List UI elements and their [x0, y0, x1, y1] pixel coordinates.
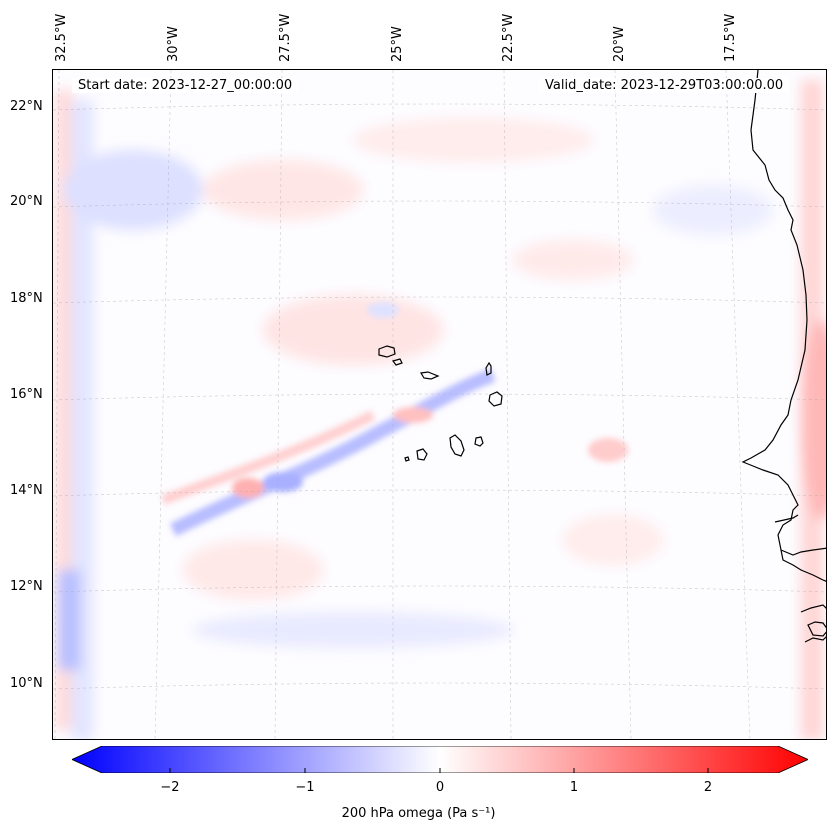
- meridian-20w: [614, 70, 632, 739]
- diagonal-band: [161, 302, 628, 537]
- lat-label-10n: 10°N: [10, 676, 43, 691]
- omega-field-map: [53, 70, 826, 739]
- red-patch-se: [563, 515, 663, 565]
- bijagos-islands: [800, 604, 826, 637]
- bissau-islands-south: [804, 636, 826, 643]
- colorbar: [72, 746, 808, 773]
- west-blue-strong: [58, 570, 80, 670]
- colorbar-tick-label-1: 1: [569, 780, 579, 795]
- map-panel[interactable]: [52, 69, 827, 740]
- parallel-10n: [53, 682, 826, 690]
- omega-shading: [55, 80, 826, 739]
- colorbar-tick-label-neg1: −1: [295, 780, 315, 795]
- red-patch-east: [513, 240, 633, 280]
- valid-date-label: Valid_date: 2023-12-29T03:00:00.00: [539, 78, 790, 93]
- blue-spot-mid: [367, 302, 399, 318]
- cape-verde-sao-nicolau: [420, 371, 440, 380]
- diagonal-blue-band: [169, 368, 496, 537]
- red-patch-south: [183, 540, 323, 600]
- colorbar-tick-label-2: 2: [703, 780, 713, 795]
- lon-label-30w: 30°W: [166, 26, 181, 62]
- red-spot-islands: [393, 407, 433, 423]
- cape-verde-boa-vista: [488, 391, 503, 407]
- guinea-bissau-coast: [780, 549, 826, 582]
- nw-blue-patch: [63, 150, 203, 230]
- coast-red-patch: [801, 320, 826, 520]
- colorbar-body: [72, 746, 808, 773]
- start-date-label: Start date: 2023-12-27_00:00:00: [72, 78, 299, 93]
- meridian-30w: [154, 70, 172, 739]
- lat-label-16n: 16°N: [10, 387, 43, 402]
- cape-verde-maio: [474, 436, 484, 447]
- lon-label-25w: 25°W: [390, 26, 405, 62]
- lon-label-27-5w: 27.5°W: [278, 13, 293, 62]
- colorbar-title: 200 hPa omega (Pa s⁻¹): [341, 806, 496, 821]
- lon-label-22-5w: 22.5°W: [501, 13, 516, 62]
- parallel-18n: [53, 296, 826, 304]
- blue-patch-south: [193, 612, 513, 648]
- meridian-17-5w: [725, 70, 751, 739]
- graticule: [53, 70, 826, 739]
- parallel-16n: [53, 393, 826, 401]
- lat-label-22n: 22°N: [10, 99, 43, 114]
- blue-patch-ne: [653, 185, 773, 235]
- north-red-streak: [353, 118, 593, 162]
- lon-label-32-5w: 32.5°W: [54, 13, 69, 62]
- colorbar-tick-label-neg2: −2: [160, 780, 180, 795]
- parallel-22n: [53, 103, 826, 111]
- gambia-estuary: [774, 514, 799, 523]
- coastlines: [378, 70, 826, 643]
- parallel-20n: [53, 200, 826, 208]
- cape-verde-brava: [404, 456, 410, 462]
- red-core: [232, 478, 264, 498]
- blue-core: [263, 472, 303, 492]
- parallel-12n: [53, 585, 826, 593]
- cape-verde-fogo: [416, 448, 428, 461]
- parallel-14n: [53, 489, 826, 497]
- cape-verde-santiago: [449, 434, 465, 457]
- lat-label-12n: 12°N: [10, 579, 43, 594]
- cape-verde-sal: [485, 361, 492, 376]
- lon-label-20w: 20°W: [612, 26, 627, 62]
- diagonal-red-band: [161, 410, 376, 505]
- meridian-32-5w: [54, 70, 60, 739]
- lat-label-14n: 14°N: [10, 483, 43, 498]
- lat-label-18n: 18°N: [10, 291, 43, 306]
- red-spot-east: [588, 438, 628, 462]
- africa-coastline: [741, 70, 826, 556]
- meridian-27-5w: [274, 70, 283, 739]
- lat-label-20n: 20°N: [10, 194, 43, 209]
- lon-label-17-5w: 17.5°W: [723, 13, 738, 62]
- meridian-22-5w: [503, 70, 512, 739]
- central-red-patch: [263, 295, 443, 365]
- nw-red-patch: [203, 160, 363, 220]
- colorbar-tick-label-0: 0: [435, 780, 445, 795]
- cape-verde-sao-vicente: [391, 358, 403, 366]
- cape-verde-santo-antao: [378, 345, 396, 358]
